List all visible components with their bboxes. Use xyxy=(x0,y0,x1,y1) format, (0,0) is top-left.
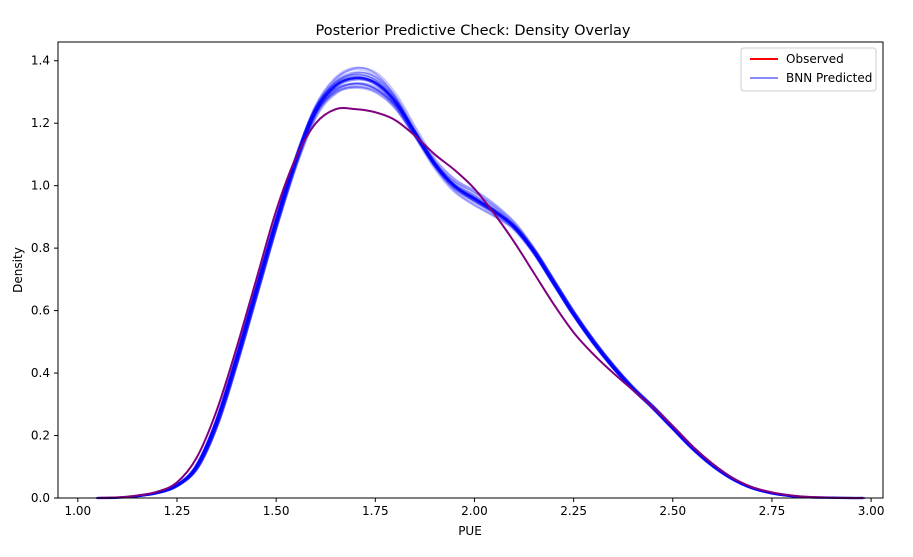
x-axis: 1.00 1.25 1.50 1.75 2.00 2.25 2.50 2.75 3.00 xyxy=(64,498,884,518)
y-tick-label: 0.2 xyxy=(31,429,50,443)
x-tick-label: 1.25 xyxy=(164,504,191,518)
y-axis: 0.0 0.2 0.4 0.6 0.8 1.0 1.2 1.4 xyxy=(31,54,58,505)
series-layer xyxy=(95,66,866,500)
legend-label-bnn-predicted: BNN Predicted xyxy=(786,71,872,85)
observed-line xyxy=(97,106,864,500)
bnn-predicted-line xyxy=(97,76,864,500)
x-tick-label: 2.25 xyxy=(560,504,587,518)
y-tick-label: 0.4 xyxy=(31,366,50,380)
x-axis-label: PUE xyxy=(458,524,482,538)
bnn-predicted-draw xyxy=(99,86,866,499)
x-tick-label: 1.00 xyxy=(64,504,91,518)
y-tick-label: 0.6 xyxy=(31,304,50,318)
y-tick-label: 1.2 xyxy=(31,116,50,130)
x-tick-label: 3.00 xyxy=(858,504,885,518)
y-tick-label: 0.8 xyxy=(31,241,50,255)
y-tick-label: 0.0 xyxy=(31,491,50,505)
y-axis-label: Density xyxy=(11,247,25,293)
x-tick-label: 2.50 xyxy=(659,504,686,518)
x-tick-label: 2.75 xyxy=(759,504,786,518)
plot-frame xyxy=(57,41,884,499)
legend-label-observed: Observed xyxy=(786,52,844,66)
y-tick-label: 1.0 xyxy=(31,179,50,193)
bnn-predicted-draw xyxy=(99,85,866,499)
legend: Observed BNN Predicted xyxy=(740,47,877,92)
chart-title: Posterior Predictive Check: Density Over… xyxy=(316,23,631,39)
x-tick-label: 1.75 xyxy=(362,504,389,518)
y-tick-label: 1.4 xyxy=(31,54,50,68)
bnn-predicted-draw xyxy=(99,71,866,499)
x-tick-label: 1.50 xyxy=(263,504,290,518)
x-tick-label: 2.00 xyxy=(461,504,488,518)
